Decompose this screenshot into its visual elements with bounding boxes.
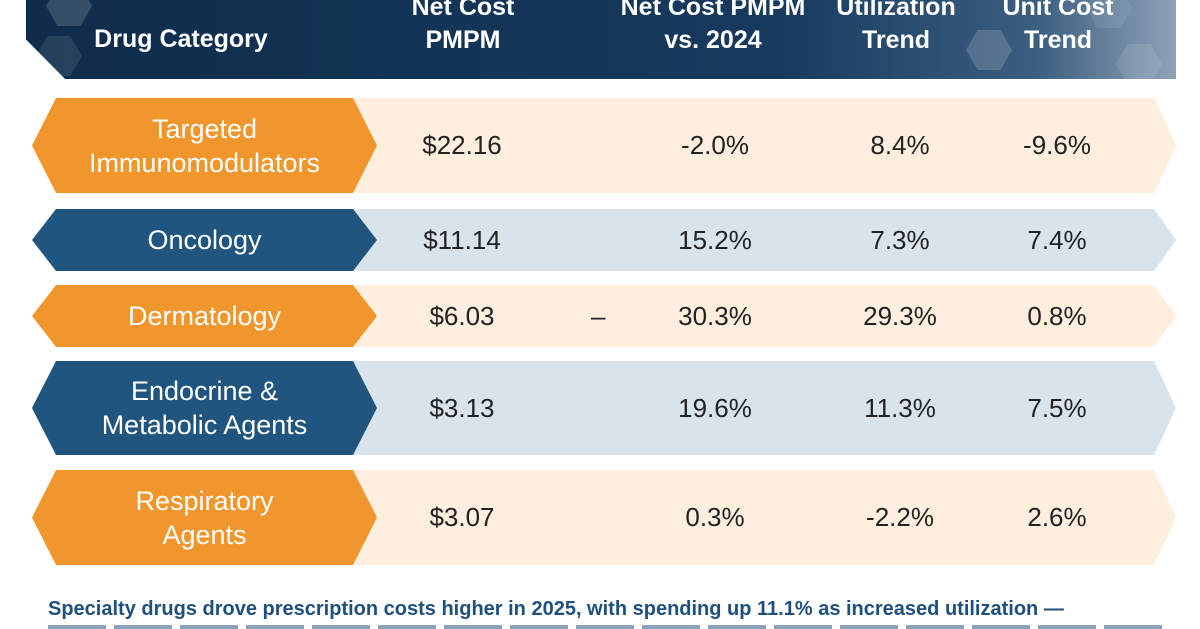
header-label: Utilization — [836, 0, 956, 21]
drug-category-label: Dermatology — [32, 285, 377, 347]
header-drug-category: Drug Category — [66, 0, 296, 79]
net-cost-vs-2024-value: 30.3% — [678, 300, 752, 331]
row-band — [280, 98, 1176, 193]
drug-category-label: Respiratory Agents — [32, 470, 377, 565]
net-cost-value: $3.07 — [429, 502, 495, 532]
header-label: Trend — [861, 25, 931, 54]
net-cost-vs-2024-value: -2.0% — [681, 130, 749, 160]
category-line: Immunomodulators — [88, 147, 321, 178]
table-row: Oncology $11.14 15.2% 7.3% 7.4% — [30, 209, 1176, 271]
category-line: Targeted — [151, 113, 258, 144]
header-label: Unit Cost — [1002, 0, 1114, 21]
row-band — [280, 361, 1176, 455]
net-cost-vs-2024-value: 15.2% — [678, 224, 752, 255]
header-utilization-trend: Utilization Trend — [816, 0, 976, 79]
table-row: Dermatology $6.03 – 30.3% 29.3% 0.8% — [30, 285, 1176, 347]
utilization-trend-value: 29.3% — [863, 300, 937, 331]
header-unit-cost-trend: Unit Cost Trend — [988, 0, 1128, 79]
dash-mark: – — [591, 300, 606, 331]
net-cost-vs-2024-value: 0.3% — [685, 502, 745, 532]
category-line: Dermatology — [127, 301, 282, 331]
category-line: Metabolic Agents — [101, 410, 308, 440]
header-label: Net Cost — [411, 0, 515, 21]
drug-category-label: Oncology — [32, 209, 377, 271]
footer-caption: Specialty drugs drove prescription costs… — [48, 598, 1064, 620]
table-row: Targeted Immunomodulators $22.16 -2.0% 8… — [30, 98, 1176, 193]
category-line: Agents — [162, 519, 247, 550]
unit-cost-trend-value: 7.4% — [1027, 224, 1087, 255]
utilization-trend-value: 11.3% — [864, 392, 936, 423]
header-label: vs. 2024 — [664, 25, 762, 54]
category-line: Respiratory — [135, 485, 274, 516]
unit-cost-trend-value: 2.6% — [1027, 502, 1087, 532]
unit-cost-trend-value: 0.8% — [1027, 300, 1087, 331]
header-label: Net Cost PMPM — [620, 0, 806, 21]
row-band — [280, 209, 1176, 271]
net-cost-value: $22.16 — [422, 130, 502, 160]
drug-category-label: Endocrine & Metabolic Agents — [32, 361, 377, 455]
category-line: Endocrine & — [130, 376, 279, 406]
table-row: Respiratory Agents $3.07 0.3% -2.2% 2.6% — [30, 470, 1176, 565]
header-label: PMPM — [425, 25, 501, 54]
net-cost-vs-2024-value: 19.6% — [678, 392, 752, 423]
utilization-trend-value: 7.3% — [870, 224, 930, 255]
utilization-trend-value: 8.4% — [870, 130, 930, 160]
row-band — [280, 470, 1176, 565]
unit-cost-trend-value: 7.5% — [1027, 392, 1087, 423]
net-cost-value: $6.03 — [429, 300, 495, 331]
header-net-cost: Net Cost PMPM — [378, 0, 548, 79]
table-row: Endocrine & Metabolic Agents $3.13 19.6%… — [30, 361, 1176, 455]
hexagon-decoration — [966, 30, 1012, 70]
row-band — [280, 285, 1176, 347]
table-header: Drug Category Net Cost PMPM Net Cost PMP… — [26, 0, 1176, 79]
net-cost-value: $11.14 — [423, 224, 501, 255]
header-net-cost-vs-2024: Net Cost PMPM vs. 2024 — [578, 0, 848, 79]
footer-cutoff-line — [48, 622, 1168, 629]
utilization-trend-value: -2.2% — [866, 502, 934, 532]
category-line: Oncology — [147, 225, 262, 255]
unit-cost-trend-value: -9.6% — [1023, 130, 1091, 160]
header-label: Trend — [1023, 25, 1093, 54]
header-label: Drug Category — [94, 25, 268, 53]
net-cost-value: $3.13 — [429, 392, 495, 423]
drug-category-label: Targeted Immunomodulators — [32, 98, 377, 193]
